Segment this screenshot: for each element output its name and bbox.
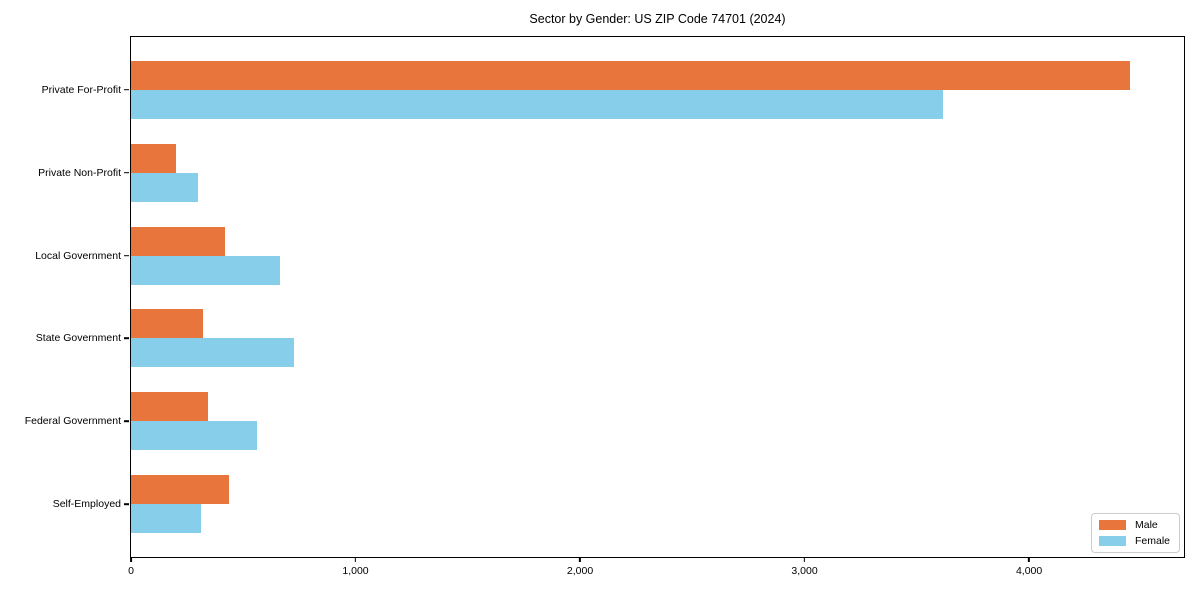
bar-female-federal-government <box>131 421 257 451</box>
y-tick-mark-federal-government <box>124 420 129 423</box>
bars-layer <box>131 37 1184 557</box>
y-tick-mark-self-employed <box>124 503 129 506</box>
bar-male-state-government <box>131 309 203 339</box>
x-tick-label: 1,000 <box>342 565 369 577</box>
bar-male-private-non-profit <box>131 143 176 173</box>
legend: Male Female <box>1090 513 1180 553</box>
bar-female-private-non-profit <box>131 172 199 202</box>
x-tick-1-000: 1,000 <box>342 557 369 577</box>
legend-label-male: Male <box>1134 519 1158 531</box>
x-tick-mark <box>130 557 132 562</box>
bar-male-federal-government <box>131 392 209 422</box>
bar-male-local-government <box>131 226 226 256</box>
x-tick-label: 2,000 <box>566 565 594 577</box>
y-axis-tick-labels: Private For-Profit Private Non-Profit Loca… <box>25 37 1184 557</box>
y-tick-mark-private-non-profit <box>124 171 129 174</box>
y-tick-mark-state-government <box>124 337 129 340</box>
bar-male-self-employed <box>131 475 229 505</box>
x-tick-0: 0 <box>128 557 134 577</box>
bar-female-state-government <box>131 338 294 368</box>
bar-female-self-employed <box>131 504 201 534</box>
x-tick-mark <box>354 557 357 562</box>
x-tick-label: 3,000 <box>791 565 818 577</box>
y-tick-label-self-employed: Self-Employed <box>52 498 121 511</box>
y-tick-mark-local-government <box>124 254 129 257</box>
chart-title: Sector by Gender: US ZIP Code 74701 (202… <box>529 12 786 26</box>
bar-female-local-government <box>131 255 281 285</box>
legend-entry-female: Female <box>1098 535 1170 547</box>
y-tick-label-federal-government: Federal Government <box>24 415 121 428</box>
legend-swatch-male <box>1098 520 1126 530</box>
x-tick-label: 0 <box>128 565 134 577</box>
x-tick-2-000: 2,000 <box>567 557 593 577</box>
bar-male-private-for-profit <box>131 60 1131 90</box>
x-tick-label: 4,000 <box>1015 565 1043 577</box>
x-tick-4-000: 4,000 <box>1016 557 1042 577</box>
x-tick-mark <box>579 557 581 562</box>
plot-area: Private For-Profit Private Non-Profit Loca… <box>25 36 1185 577</box>
y-tick-label-state-government: State Government <box>35 332 121 345</box>
x-tick-3-000: 3,000 <box>791 557 818 577</box>
legend-swatch-female <box>1098 536 1126 546</box>
x-tick-mark <box>803 557 806 562</box>
legend-entry-male: Male <box>1098 519 1170 531</box>
x-tick-mark <box>1028 557 1030 562</box>
y-tick-label-private-non-profit: Private Non-Profit <box>38 166 121 179</box>
x-axis-tick-labels: 0 1,000 2,000 3,000 4,000 <box>128 37 1184 577</box>
y-tick-mark-private-for-profit <box>124 88 129 91</box>
bar-female-private-for-profit <box>131 89 943 119</box>
legend-label-female: Female <box>1134 535 1170 547</box>
y-tick-label-local-government: Local Government <box>35 249 121 262</box>
y-tick-label-private-for-profit: Private For-Profit <box>41 83 121 96</box>
